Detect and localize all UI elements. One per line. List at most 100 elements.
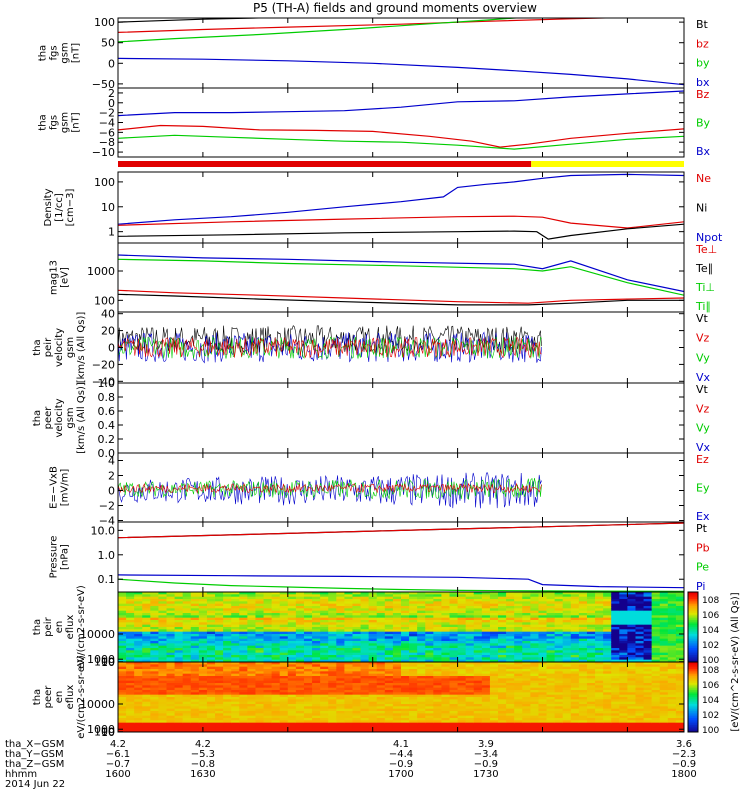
xrow-value: 4.2	[110, 739, 126, 750]
colorbar-cell	[688, 670, 698, 673]
data-p4	[118, 254, 684, 306]
ylabel: en	[54, 621, 65, 634]
xrow-value: 4.2	[195, 739, 211, 750]
series-bz	[118, 18, 626, 33]
ytick-label: 1000	[87, 265, 115, 278]
legend-Pi: Pi	[696, 580, 705, 593]
ylabel: tha	[32, 339, 43, 355]
xrow-value: 1800	[671, 769, 696, 780]
data-p1	[118, 18, 684, 86]
ylabel: [km/s (All Qs)]	[76, 312, 87, 384]
data-p2	[118, 90, 684, 150]
panel-frame	[117, 311, 685, 384]
colorbar-cell	[688, 597, 698, 600]
colorbar-cell	[688, 599, 698, 602]
series-By	[118, 134, 684, 150]
colorbar-cell	[688, 644, 698, 647]
ylabel: gsm	[60, 42, 71, 63]
colorbar-cell	[688, 646, 698, 649]
panel-p5: −40 −20 0 20 40 tha peir velocity gsm [km/s (All …	[32, 308, 711, 389]
colorbar-cell	[688, 730, 698, 733]
series-Vt	[118, 325, 542, 354]
ylabel: tha	[38, 45, 49, 61]
ytick-label: 100	[94, 656, 115, 669]
ytick-label: 40	[101, 308, 115, 321]
ylabel: Density	[43, 188, 54, 226]
legend-Bx: Bx	[696, 145, 711, 158]
colorbar-cell	[688, 613, 698, 616]
ytick-label: −10	[92, 146, 115, 159]
colorbar-cell	[688, 721, 698, 724]
colorbar-cell	[688, 600, 698, 603]
colorbar-label: 108	[702, 666, 719, 676]
ytick-label: 10000	[80, 698, 115, 711]
legend-Npot: Npot	[696, 231, 723, 244]
legend-Vy: Vy	[696, 422, 710, 435]
ytick-label: 1000	[87, 653, 115, 666]
legend-Bt: Bt	[696, 18, 709, 31]
colorbar-label: 104	[702, 696, 719, 706]
colorbar-cell	[688, 702, 698, 705]
ylabel: tha	[38, 114, 49, 130]
ylabel: [nT]	[71, 112, 82, 132]
xrow-value: 4.1	[393, 739, 409, 750]
ytick-label: 100	[94, 726, 115, 739]
colorbar-cell	[688, 634, 698, 637]
colorbar-label: 100	[702, 656, 719, 666]
ytick-label: −6	[99, 126, 115, 139]
colorbar-cell	[688, 625, 698, 628]
colorbar-cell	[688, 618, 698, 621]
ytick-label: 10	[101, 656, 115, 669]
colorbar-cell	[688, 693, 698, 696]
xrow-value: −0.8	[191, 759, 215, 770]
xrow-value: −0.9	[389, 759, 413, 770]
xrow-value: −4.4	[389, 749, 413, 760]
ylabel: tha	[32, 410, 43, 426]
colorbar-cell	[688, 607, 698, 610]
xrow-label: tha_Y−GSM	[5, 749, 64, 760]
ytick-label: 0.1	[98, 573, 116, 586]
ytick-label: −4	[99, 117, 115, 130]
xrow-value: −0.9	[672, 759, 696, 770]
ylabel: mag13	[49, 260, 60, 295]
colorbar-label: 106	[702, 681, 719, 691]
series-Ex	[118, 472, 542, 509]
colorbar-cell	[688, 630, 698, 633]
colorbar-cell	[688, 718, 698, 721]
ytick-label: 0	[108, 485, 115, 498]
colorbar-cell	[688, 723, 698, 726]
series-Bx	[118, 90, 684, 117]
panel-frame	[117, 661, 685, 733]
ytick-label: 20	[101, 325, 115, 338]
xrow-value: 1730	[473, 769, 498, 780]
ylabel: velocity	[54, 328, 65, 367]
xrow-value: −2.3	[672, 749, 696, 760]
panel-p4: 100 1000 mag13 [eV] Te⊥ Te∥ Ti⊥ Ti∥	[49, 242, 717, 313]
colorbar-cell	[688, 725, 698, 728]
x-annotations: tha_X−GSM 4.2 4.2 4.1 3.9 3.6 tha_Y−GSM −6.1 −5.…	[5, 739, 697, 790]
colorbar-cell	[688, 637, 698, 640]
colorbar-cell	[688, 595, 698, 598]
quality-bar	[118, 161, 684, 167]
ylabel: eflux	[65, 685, 76, 710]
legend-Te∥: Te∥	[695, 262, 713, 275]
data-p10	[118, 662, 684, 732]
colorbar-cell	[688, 679, 698, 682]
legend-Te⊥: Te⊥	[695, 243, 717, 256]
ytick-label: 10.0	[91, 524, 116, 537]
legend-Pt: Pt	[696, 522, 708, 535]
colorbar-cell	[688, 691, 698, 694]
colorbar-cell	[688, 704, 698, 707]
ytick-label: −2	[99, 107, 115, 120]
series-Npot	[118, 223, 684, 240]
ylabel: en	[54, 691, 65, 704]
series-Pb	[118, 522, 684, 539]
xrow-value: −5.3	[191, 749, 215, 760]
colorbar-label: 100	[702, 726, 719, 736]
panel-p2: −10−8−6−4−202 tha fgs gsm [nT] Bz By Bx	[38, 87, 711, 159]
series-Vx	[118, 331, 542, 364]
colorbar-cell	[688, 621, 698, 624]
panel-p8: 0.1 1.0 10.0 Pressure [nPa] Pt Pb Pe Pi	[49, 521, 710, 593]
ylabel: peer	[43, 685, 54, 709]
